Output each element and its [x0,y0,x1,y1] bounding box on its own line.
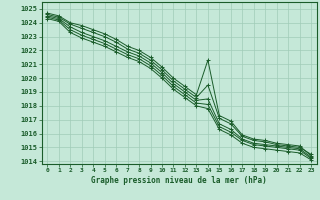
X-axis label: Graphe pression niveau de la mer (hPa): Graphe pression niveau de la mer (hPa) [91,176,267,185]
